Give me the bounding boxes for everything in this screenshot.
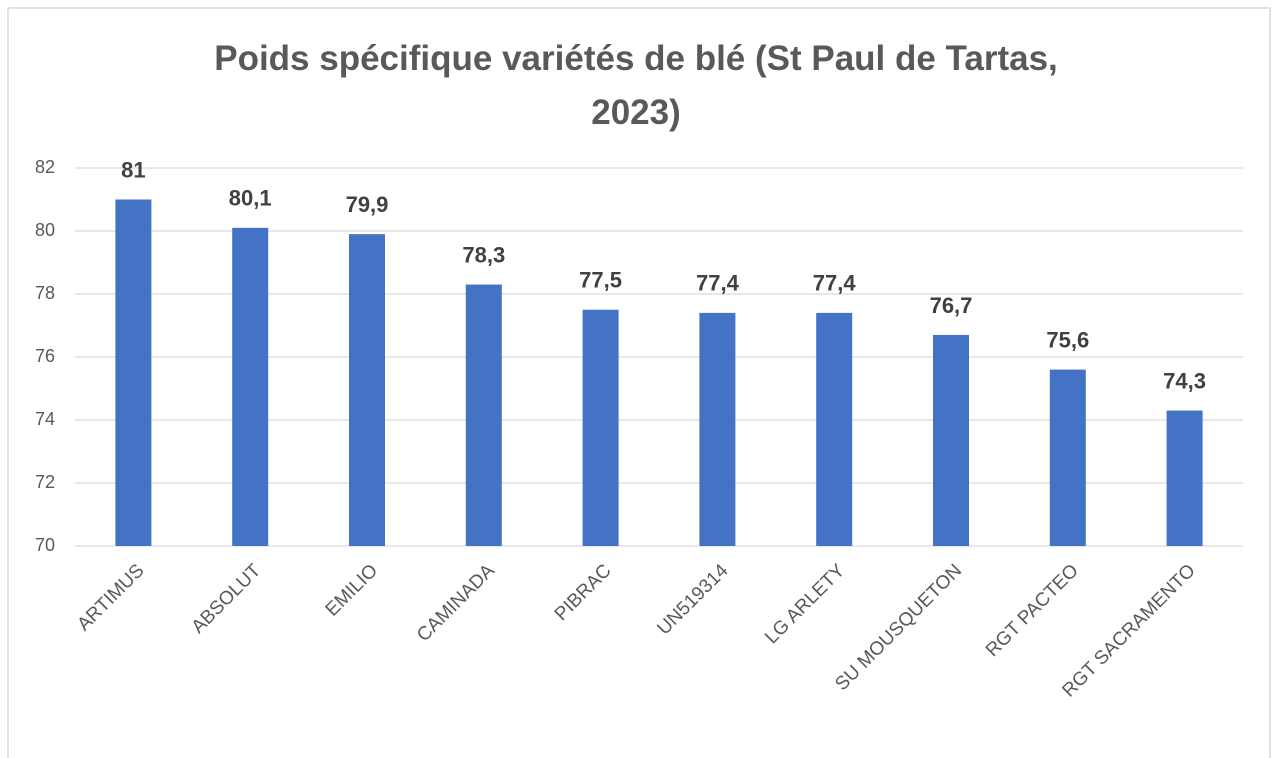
bar bbox=[115, 199, 152, 546]
bar bbox=[699, 312, 736, 546]
y-tick-label: 70 bbox=[35, 535, 55, 555]
bar bbox=[232, 227, 269, 546]
chart-border bbox=[7, 7, 1271, 758]
data-label: 77,4 bbox=[696, 271, 740, 296]
x-tick-label: SU MOUSQUETON bbox=[831, 560, 966, 695]
bar bbox=[1166, 410, 1203, 546]
x-tick-label: RGT PACTEO bbox=[982, 560, 1083, 661]
y-tick-label: 82 bbox=[35, 157, 55, 177]
bar bbox=[1049, 369, 1086, 546]
x-tick-label: PIBRAC bbox=[551, 560, 616, 625]
x-tick-label: UN519314 bbox=[653, 560, 732, 639]
x-tick-label: RGT SACRAMENTO bbox=[1058, 560, 1199, 701]
y-tick-label: 78 bbox=[35, 283, 55, 303]
data-label: 76,7 bbox=[930, 293, 973, 318]
y-tick-label: 72 bbox=[35, 472, 55, 492]
data-label: 77,5 bbox=[579, 268, 622, 293]
data-label: 81 bbox=[121, 157, 145, 182]
bar bbox=[465, 284, 502, 546]
chart-title: Poids spécifique variétés de blé (St Pau… bbox=[214, 39, 1058, 132]
data-label: 79,9 bbox=[346, 192, 389, 217]
bar bbox=[582, 309, 619, 546]
bar bbox=[816, 312, 853, 546]
data-label: 74,3 bbox=[1163, 368, 1206, 393]
x-tick-label: EMILIO bbox=[322, 560, 382, 620]
y-tick-label: 80 bbox=[35, 220, 55, 240]
x-tick-label: LG ARLETY bbox=[761, 560, 849, 648]
bar bbox=[933, 334, 969, 546]
bar bbox=[349, 234, 385, 546]
data-label: 75,6 bbox=[1046, 327, 1089, 352]
data-label: 80,1 bbox=[229, 186, 272, 211]
data-label: 77,4 bbox=[813, 271, 857, 296]
x-tick-label: ABSOLUT bbox=[188, 560, 266, 638]
y-tick-label: 76 bbox=[35, 346, 55, 366]
x-tick-label: ARTIMUS bbox=[73, 560, 148, 635]
data-label: 78,3 bbox=[462, 242, 505, 267]
y-tick-label: 74 bbox=[35, 409, 55, 429]
x-tick-label: CAMINADA bbox=[413, 560, 499, 646]
